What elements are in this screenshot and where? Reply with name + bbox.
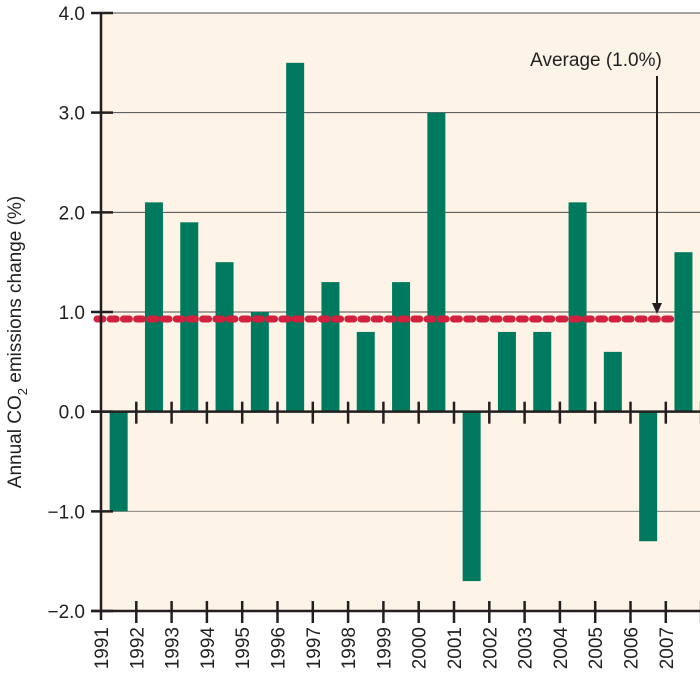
- x-tick-label: 1991: [92, 627, 113, 669]
- y-tick-label: −1.0: [47, 502, 85, 523]
- y-tick-label: 2.0: [59, 203, 85, 224]
- y-tick-label: 1.0: [59, 303, 85, 324]
- bar-1991: [109, 411, 128, 512]
- bar-2005: [603, 351, 622, 412]
- axes: [91, 11, 700, 623]
- average-label: Average (1.0%): [530, 50, 662, 71]
- x-tick-label: 1993: [163, 627, 184, 669]
- x-tick-label: 2002: [480, 627, 501, 669]
- y-tick-label: 3.0: [59, 104, 85, 125]
- x-tick-labels: 1991 1992 1993 1994 1995 1996 1997 1998 1999 2000…: [92, 627, 678, 670]
- x-tick-label: 1992: [127, 627, 148, 669]
- bar-2007: [674, 252, 693, 412]
- x-tick-label: 2007: [657, 627, 678, 669]
- x-tick-label: 1999: [374, 627, 395, 669]
- arrow-head-icon: [652, 302, 662, 314]
- y-axis-label-rest: emissions change (%): [5, 196, 26, 388]
- bar-2004: [568, 202, 587, 412]
- y-tick-label: 0.0: [59, 403, 85, 424]
- bar-1997: [321, 282, 340, 412]
- bar-2001: [462, 411, 481, 582]
- bar-1999: [392, 282, 411, 412]
- x-tick-label: 1997: [304, 627, 325, 669]
- y-tick-label: −2.0: [47, 602, 85, 623]
- x-tick-label: 2000: [410, 627, 431, 669]
- average-annotation: Average (1.0%): [530, 50, 662, 314]
- x-tick-label: 1996: [269, 627, 290, 669]
- bar-2002: [497, 331, 516, 412]
- bar-2000: [427, 112, 446, 412]
- y-tick-labels: 4.0 3.0 2.0 1.0 0.0 −1.0 −2.0: [47, 4, 85, 623]
- y-axis-label-subscript: 2: [15, 388, 30, 395]
- bar-1992: [144, 202, 163, 412]
- x-tick-label: 2001: [445, 627, 466, 669]
- bar-1996: [286, 62, 305, 412]
- x-tick-label: 2006: [622, 627, 643, 669]
- x-tick-label: 2003: [516, 627, 537, 669]
- bar-1994: [215, 262, 234, 412]
- bar-2003: [533, 331, 552, 412]
- x-tick-label: 1998: [339, 627, 360, 669]
- bar-1998: [356, 331, 375, 412]
- bar-2006: [639, 411, 658, 542]
- bars: [109, 62, 693, 582]
- x-tick-label: 1995: [233, 627, 254, 669]
- x-tick-label: 1994: [198, 627, 219, 670]
- bar-1995: [250, 312, 269, 412]
- y-tick-label: 4.0: [59, 4, 85, 25]
- x-tick-label: 2005: [586, 627, 607, 669]
- y-axis-label-main: Annual CO: [5, 395, 26, 488]
- x-tick-label: 2004: [551, 627, 572, 670]
- y-axis-label: Annual CO2 emissions change (%): [5, 196, 30, 488]
